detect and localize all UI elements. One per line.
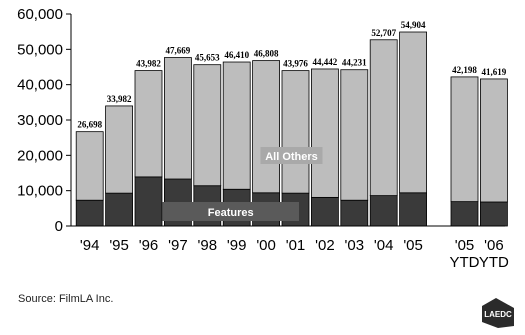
bar-total-label: 54,904 [401,20,426,30]
x-tick-label: '99 [227,237,247,254]
x-tick-label-line: YTD [479,254,509,271]
bar-features [479,201,508,227]
x-tick-label-line: YTD [450,254,480,271]
bar-all-others [479,78,508,203]
bar-total-label: 44,442 [313,57,338,67]
x-tick-label-line: '95 [109,237,129,254]
series-label-features: Features [208,207,254,219]
x-tick-label-line: '94 [80,237,100,254]
logo-text: LAEDC [484,310,512,319]
bars [75,31,508,227]
x-tick-label: '06 YTD [479,237,509,271]
bar-features [310,196,339,227]
bar-features [399,192,428,227]
bar-all-others [399,31,428,194]
all-others-label-box [260,147,323,164]
bar-all-others [163,57,192,180]
bar-total-label: 33,982 [107,94,132,104]
x-tick-label-line: '05 [455,237,475,254]
x-tick-label-line: '99 [227,237,247,254]
x-tick-label: '05 [403,237,423,254]
x-tick-label: '98 [198,237,218,254]
x-tick-label-line: '01 [286,237,306,254]
x-tick-label-line: '96 [139,237,159,254]
bar-all-others [252,60,281,194]
bar-all-others [222,61,251,190]
features-label-box [162,202,299,221]
series-labels: Features All Others [162,147,323,221]
bar-total-label: 42,198 [452,65,477,75]
bar-features [105,192,133,227]
y-tick-label: 50,000 [17,41,63,58]
x-tick-label-line: '98 [198,237,218,254]
bar-total-label: 46,808 [254,49,279,59]
bar-features [369,195,398,227]
bar-features [75,199,104,227]
bar-total-label: 47,669 [166,46,191,56]
bar-features [340,199,369,227]
laedc-logo: LAEDC [482,298,514,328]
x-tick-label: '94 [80,237,100,254]
x-tick-label-line: '05 [403,237,423,254]
y-tick-label: 20,000 [17,147,63,164]
bar-total-label: 43,982 [136,59,161,69]
x-tick-label-line: '97 [168,237,188,254]
y-axis: 0 10,000 20,000 30,000 40,000 50,000 60,000 [17,6,72,235]
x-tick-label: '05 YTD [450,237,480,271]
bar-all-others [281,70,310,194]
bar-total-label: 45,653 [195,53,220,63]
y-tick-label: 40,000 [17,77,63,94]
y-tick-label: 60,000 [17,6,63,23]
bar-features [134,176,163,227]
bar-all-others [75,131,104,201]
x-tick-label: '96 [139,237,159,254]
x-tick-label: '00 [256,237,276,254]
bar-all-others [450,76,479,203]
x-tick-label-line: '03 [345,237,365,254]
x-axis: '94'95'96'97'98'99'00'01'02'03'04'05'05 Y… [71,225,509,271]
total-labels: 26,698 33,982 43,982 47,669 45,653 46,410 46,8… [77,20,506,130]
y-tick-label: 10,000 [17,183,63,200]
bar-total-label: 41,619 [482,67,507,77]
x-tick-label-line: '02 [315,237,335,254]
bar-total-label: 52,707 [371,28,396,38]
bar-all-others [193,64,222,187]
x-tick-label: '97 [168,237,188,254]
x-tick-label-line: '00 [256,237,276,254]
y-tick-label: 0 [55,218,63,235]
x-tick-label-line: '06 [484,237,504,254]
x-tick-label: '95 [109,237,129,254]
bar-total-label: 46,410 [224,50,249,60]
x-tick-label: '03 [345,237,365,254]
bar-all-others [340,69,369,201]
x-tick-label: '02 [315,237,335,254]
bar-all-others [105,105,133,194]
bar-all-others [310,68,339,198]
x-tick-label: '01 [286,237,306,254]
source-note: Source: FilmLA Inc. [18,293,114,305]
bar-all-others [134,70,163,178]
series-label-all-others: All Others [265,151,318,163]
y-tick-label: 30,000 [17,112,63,129]
bar-total-label: 26,698 [77,120,102,130]
x-tick-label-line: '04 [374,237,394,254]
bar-total-label: 44,231 [342,58,367,68]
bar-total-label: 43,976 [283,59,308,69]
bar-features [450,201,479,227]
x-tick-label: '04 [374,237,394,254]
bar-all-others [369,39,398,197]
